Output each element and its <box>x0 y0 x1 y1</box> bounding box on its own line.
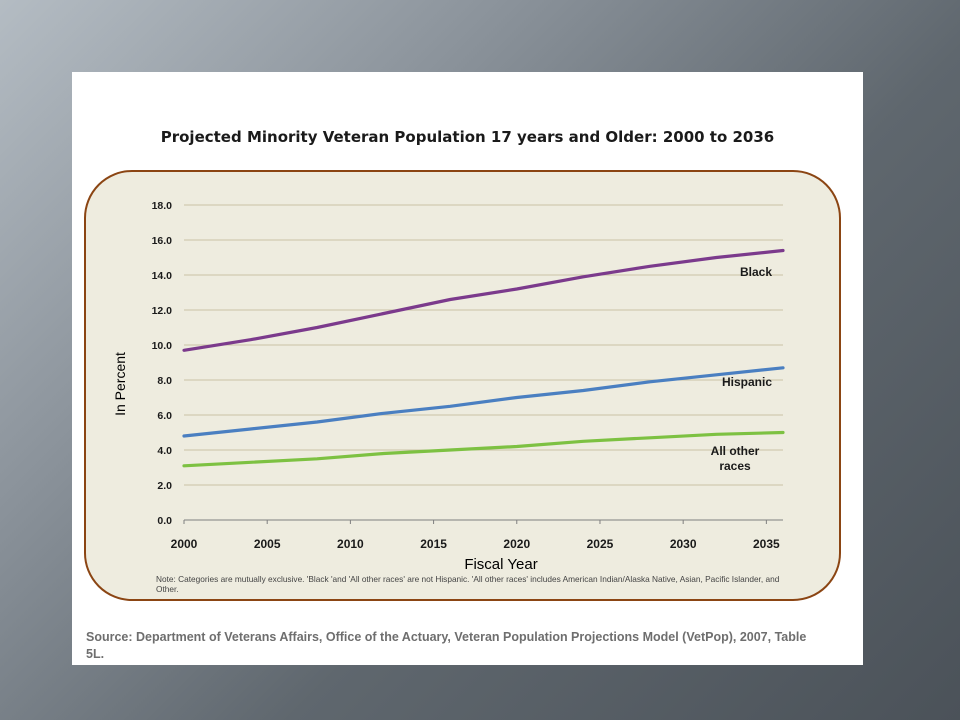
y-tick-labels: 0.0 2.0 4.0 6.0 8.0 10.0 12.0 14.0 16.0 18.0 <box>152 200 173 527</box>
x-tick-label: 2020 <box>503 537 530 551</box>
y-tick-label: 14.0 <box>152 270 173 282</box>
series-label: Black <box>740 265 772 279</box>
y-axis-title: In Percent <box>112 352 128 416</box>
series-line-all-other-races <box>182 430 785 468</box>
chart-note: Note: Categories are mutually exclusive.… <box>156 574 780 594</box>
slide-panel: Projected Minority Veteran Population 17… <box>72 72 863 665</box>
series-line-black <box>182 248 785 352</box>
series-line-hispanic <box>182 366 785 438</box>
x-tick-label: 2035 <box>753 537 780 551</box>
series-label: Hispanic <box>722 375 772 389</box>
x-tick-labels: 2000 2005 2010 2015 2020 2025 2030 2035 <box>171 537 780 551</box>
y-tick-label: 4.0 <box>157 445 172 457</box>
y-tick-label: 10.0 <box>152 340 173 352</box>
gridlines <box>184 204 783 486</box>
x-tick-label: 2005 <box>254 537 281 551</box>
y-tick-label: 2.0 <box>157 480 172 492</box>
series-label: races <box>719 459 751 473</box>
y-tick-label: 0.0 <box>157 515 172 527</box>
x-tick-label: 2025 <box>587 537 614 551</box>
axes <box>183 519 783 524</box>
y-tick-label: 8.0 <box>157 375 172 387</box>
source-citation: Source: Department of Veterans Affairs, … <box>86 630 807 661</box>
y-tick-label: 18.0 <box>152 200 173 212</box>
y-tick-label: 12.0 <box>152 305 173 317</box>
chart-title: Projected Minority Veteran Population 17… <box>160 128 775 146</box>
x-tick-label: 2000 <box>171 537 198 551</box>
chart-frame: 0.0 2.0 4.0 6.0 8.0 10.0 12.0 14.0 16.0 18.0 2000… <box>84 170 841 601</box>
y-tick-label: 6.0 <box>157 410 172 422</box>
x-tick-label: 2030 <box>670 537 697 551</box>
line-chart: 0.0 2.0 4.0 6.0 8.0 10.0 12.0 14.0 16.0 18.0 2000… <box>112 200 785 573</box>
x-tick-label: 2015 <box>420 537 447 551</box>
x-axis-title: Fiscal Year <box>464 556 537 573</box>
series-lines <box>182 248 785 468</box>
y-tick-label: 16.0 <box>152 235 173 247</box>
x-tick-label: 2010 <box>337 537 364 551</box>
series-label: All other <box>711 444 760 458</box>
